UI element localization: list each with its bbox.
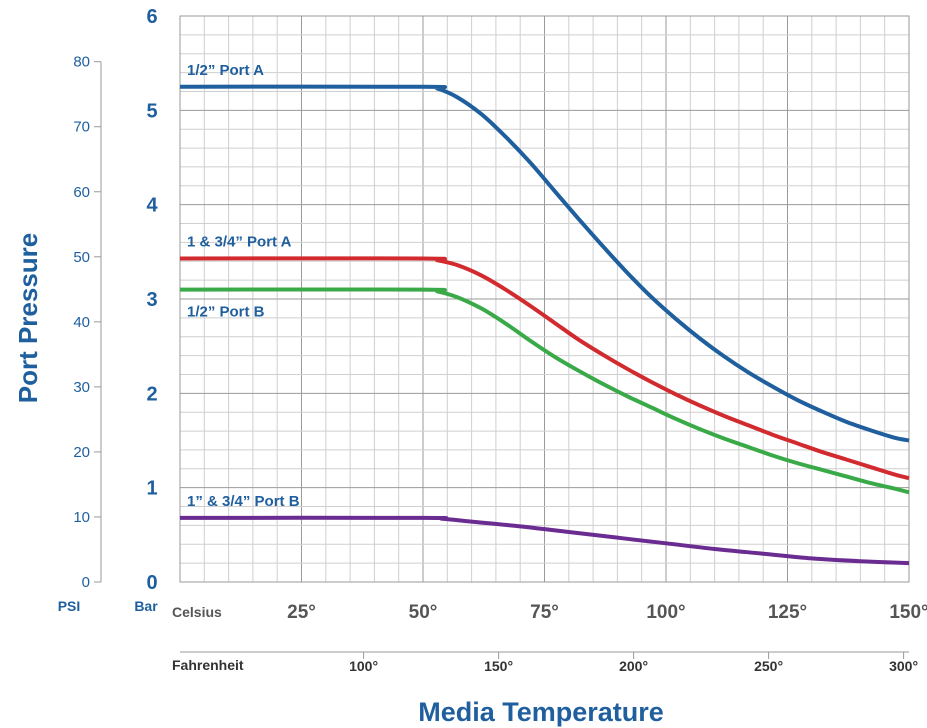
celsius-tick-label: 50° xyxy=(409,602,438,623)
series-layer xyxy=(179,84,910,566)
celsius-tick-label: 100° xyxy=(646,602,685,623)
celsius-tick-label: 150° xyxy=(889,602,927,623)
fahrenheit-tick-label: 250° xyxy=(754,658,783,674)
psi-tick-label: 0 xyxy=(82,574,90,591)
psi-unit-label: PSI xyxy=(58,598,81,614)
fahrenheit-tick-label: 200° xyxy=(619,658,648,674)
bar-tick-label: 6 xyxy=(146,6,157,28)
bar-tick-label: 1 xyxy=(146,478,157,500)
bar-tick-label: 5 xyxy=(146,100,157,122)
psi-tick-label: 50 xyxy=(73,249,90,266)
series-label-1: 1 & 3/4” Port A xyxy=(187,233,292,250)
series-line-0 xyxy=(179,84,910,443)
bar-tick-label: 4 xyxy=(146,195,158,217)
psi-tick-label: 70 xyxy=(73,119,90,136)
celsius-axis-ticks: 25° 50° 75° 100° 125° 150° xyxy=(287,602,927,623)
psi-tick-label: 10 xyxy=(73,509,90,526)
psi-axis: 0 10 20 30 40 50 60 70 80 xyxy=(73,54,102,591)
fahrenheit-tick-label: 150° xyxy=(484,658,513,674)
plot-border xyxy=(179,15,910,583)
bar-tick-label: 2 xyxy=(146,383,157,405)
psi-tick-label: 40 xyxy=(73,314,90,331)
fahrenheit-axis: 100° 150° 200° 250° 300° xyxy=(180,651,918,674)
series-label-0: 1/2” Port A xyxy=(187,62,264,79)
x-axis-title: Media Temperature xyxy=(418,697,664,727)
psi-tick-label: 60 xyxy=(73,184,90,201)
fahrenheit-unit-label: Fahrenheit xyxy=(172,657,244,673)
bar-tick-label: 3 xyxy=(146,289,157,311)
series-label-3: 1” & 3/4” Port B xyxy=(187,493,300,510)
series-line-2 xyxy=(179,287,910,495)
series-label-2: 1/2” Port B xyxy=(187,304,265,321)
bar-axis-ticks: 0 1 2 3 4 5 6 xyxy=(146,6,158,594)
celsius-tick-label: 75° xyxy=(530,602,559,623)
celsius-tick-label: 125° xyxy=(768,602,807,623)
series-line-3 xyxy=(179,515,910,566)
series-labels: 1/2” Port A 1 & 3/4” Port A 1/2” Port B 1” … xyxy=(187,62,300,510)
celsius-unit-label: Celsius xyxy=(172,604,222,620)
fahrenheit-tick-label: 100° xyxy=(349,658,378,674)
bar-unit-label: Bar xyxy=(134,598,158,614)
psi-tick-label: 80 xyxy=(73,54,90,71)
psi-tick-label: 30 xyxy=(73,379,90,396)
bar-tick-label: 0 xyxy=(146,572,157,594)
y-axis-title: Port Pressure xyxy=(13,233,43,404)
plot-frame xyxy=(179,15,910,583)
celsius-tick-label: 25° xyxy=(287,602,316,623)
fahrenheit-tick-label: 300° xyxy=(889,658,918,674)
series-line-1 xyxy=(179,256,910,481)
psi-tick-label: 20 xyxy=(73,444,90,461)
